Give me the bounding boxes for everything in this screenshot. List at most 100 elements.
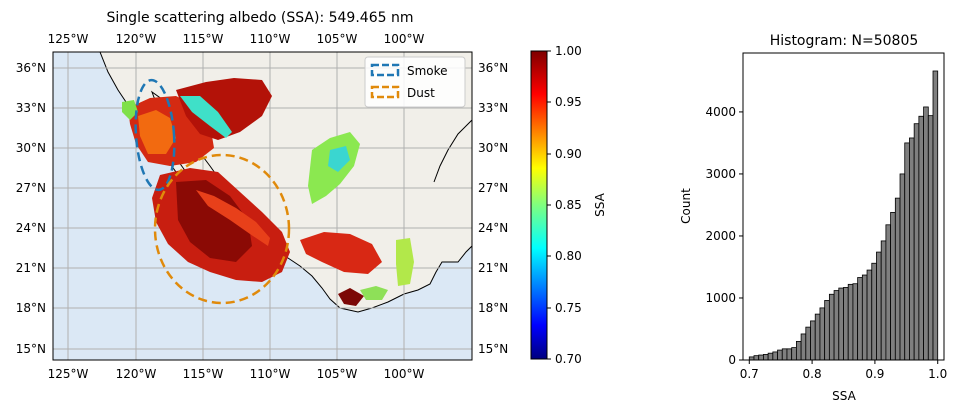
lat-tick-label: 33°N: [16, 101, 46, 115]
histogram-bar: [847, 283, 854, 361]
histogram-bar: [828, 293, 835, 361]
legend-box: [364, 56, 466, 108]
histogram-bar: [880, 240, 887, 361]
histogram-title: Histogram: N=50805: [770, 33, 919, 49]
histogram-bar: [866, 269, 873, 361]
histogram-bar: [805, 326, 811, 361]
lon-tick-label: 110°W: [250, 367, 291, 381]
lon-tick-label: 120°W: [116, 32, 157, 46]
colorbar-tick-label: 0.80: [555, 249, 582, 263]
lon-tick-label: 110°W: [250, 32, 291, 46]
lat-tick-label: 27°N: [16, 181, 46, 195]
histogram-bar: [843, 287, 849, 361]
gulf-coast-line: [433, 119, 472, 183]
ssa-region-scatter-red: [300, 232, 382, 274]
histogram-y-ticks: 0 1000 2000 3000 4000: [705, 105, 743, 367]
legend-label-dust: Dust: [407, 86, 435, 100]
ssa-pixels: [122, 78, 414, 306]
lat-tick-label: 24°N: [478, 221, 508, 235]
lat-ticks-left: 36°N 33°N 30°N 27°N 24°N 21°N 18°N 15°N: [16, 61, 46, 356]
histogram-bar: [852, 283, 859, 361]
colorbar-tick-label: 0.85: [555, 198, 582, 212]
lat-tick-label: 21°N: [16, 261, 46, 275]
lat-tick-label: 21°N: [478, 261, 508, 275]
colorbar-tick-label: 0.75: [555, 301, 582, 315]
colorbar-tick-label: 0.70: [555, 352, 582, 366]
histogram-bar: [885, 224, 892, 361]
histogram-bar: [890, 211, 896, 361]
histogram-panel: Histogram: N=50805 0.7 0.8 0.9 1.0 0 1000 200…: [679, 33, 947, 403]
histogram-bar: [927, 115, 934, 361]
histogram-bar: [894, 197, 901, 361]
legend-label-smoke: Smoke: [407, 64, 448, 78]
lon-tick-label: 125°W: [48, 367, 89, 381]
histogram-bar: [876, 251, 882, 361]
histogram-bar: [810, 320, 816, 361]
lat-tick-label: 15°N: [478, 342, 508, 356]
histogram-bar: [772, 351, 778, 361]
y-tick-label: 1000: [705, 291, 736, 305]
ssa-region-southeast: [396, 238, 414, 286]
ssa-region-west-green: [122, 100, 138, 120]
histogram-bar: [819, 307, 826, 361]
y-tick-label: 4000: [705, 105, 736, 119]
histogram-bar: [857, 277, 863, 361]
x-tick-label: 0.9: [865, 367, 884, 381]
histogram-bar: [795, 340, 802, 361]
lat-tick-label: 36°N: [16, 61, 46, 75]
lon-tick-label: 115°W: [183, 32, 224, 46]
lon-ticks-top: 125°W 120°W 115°W 110°W 105°W 100°W: [48, 32, 425, 46]
colorbar-label: SSA: [593, 192, 607, 216]
legend-swatch-smoke: [370, 63, 400, 77]
histogram-bar: [899, 173, 906, 361]
histogram-bar: [800, 333, 807, 361]
colorbar-ticks: [547, 50, 551, 360]
histogram-bar: [781, 348, 788, 361]
histogram-bar: [763, 354, 769, 361]
y-tick-label: 3000: [705, 167, 736, 181]
colorbar-tick-label: 1.00: [555, 44, 582, 58]
y-tick-label: 0: [728, 353, 736, 367]
ssa-region-streak-cyan: [180, 96, 232, 138]
smoke-ellipse: [134, 78, 176, 192]
y-tick-label: 2000: [705, 229, 736, 243]
lon-tick-label: 105°W: [317, 32, 358, 46]
map-legend: Smoke Dust: [364, 56, 466, 108]
lat-tick-label: 24°N: [16, 221, 46, 235]
histogram-x-label: SSA: [832, 389, 856, 403]
histogram-bar: [909, 137, 915, 361]
lon-tick-label: 115°W: [183, 367, 224, 381]
colorbar-tick-label: 0.95: [555, 95, 582, 109]
histogram-bar: [932, 70, 939, 361]
lat-ticks-right: 36°N 33°N 30°N 27°N 24°N 21°N 18°N 15°N: [478, 61, 508, 356]
histogram-bar: [913, 123, 920, 361]
lon-tick-label: 120°W: [116, 367, 157, 381]
lat-tick-label: 15°N: [16, 342, 46, 356]
histogram-bar: [753, 355, 760, 361]
histogram-bars: [748, 70, 939, 361]
ssa-region-coast-streak: [196, 190, 270, 246]
dust-ellipse: [153, 153, 291, 305]
ssa-region-north-orange: [138, 110, 176, 154]
histogram-bar: [833, 290, 840, 361]
histogram-bar: [838, 287, 844, 361]
ssa-region-south-green: [360, 286, 388, 300]
ssa-region-east-cyan: [328, 146, 350, 172]
histogram-bar: [786, 348, 793, 361]
x-tick-label: 0.8: [803, 367, 822, 381]
histogram-bar: [918, 115, 924, 361]
map-title: Single scattering albedo (SSA): 549.465 …: [107, 10, 414, 26]
histogram-bar: [923, 106, 929, 361]
histogram-bar: [814, 313, 821, 361]
histogram-bar: [871, 262, 877, 361]
histogram-bar: [861, 274, 868, 361]
colorbar-gradient: [530, 50, 548, 360]
lon-tick-label: 105°W: [317, 367, 358, 381]
histogram-bar: [767, 352, 774, 361]
lon-ticks-bottom: 125°W 120°W 115°W 110°W 105°W 100°W: [48, 367, 425, 381]
histogram-bar: [758, 354, 764, 361]
map-frame: [52, 51, 473, 361]
map-panel: Single scattering albedo (SSA): 549.465 …: [16, 10, 509, 381]
lat-tick-label: 33°N: [478, 101, 508, 115]
